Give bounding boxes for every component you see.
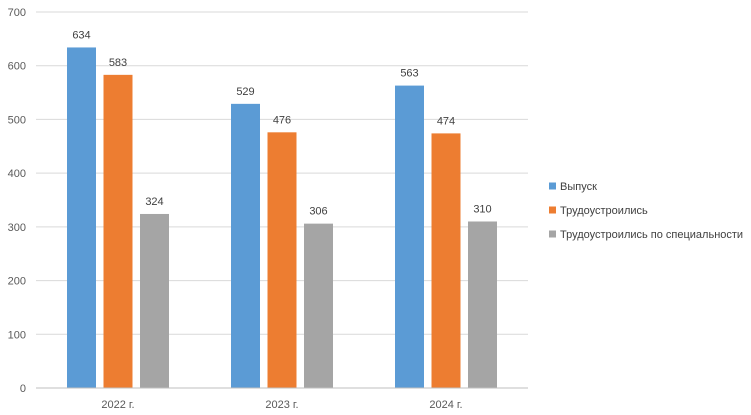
x-axis-ticks: 2022 г. 2023 г. 2024 г. [101,399,462,411]
y-tick-label: 600 [8,61,26,73]
legend-label: Трудоустроились [560,205,648,217]
x-tick-label: 2023 г. [265,399,298,411]
x-tick-label: 2022 г. [101,399,134,411]
bar [468,221,497,388]
legend-label: Трудоустроились по специальности [560,229,743,241]
y-tick-label: 300 [8,222,26,234]
data-label: 563 [400,68,418,80]
legend-swatch [549,230,556,238]
bar [267,132,297,388]
data-label: 634 [72,29,90,41]
y-tick-label: 400 [8,168,26,180]
data-label: 310 [473,203,491,215]
y-tick-label: 700 [8,7,26,19]
bar [103,74,133,389]
y-tick-label: 200 [8,276,26,288]
legend-swatch [549,206,556,214]
bar [140,213,169,388]
data-label: 583 [109,57,127,69]
bar [395,85,424,389]
x-tick-label: 2024 г. [429,399,462,411]
bars [67,47,497,389]
data-label: 476 [273,114,291,126]
data-label: 529 [236,86,254,98]
y-tick-label: 500 [8,114,26,126]
bar [431,133,461,388]
y-tick-label: 0 [20,383,26,395]
y-tick-label: 100 [8,329,26,341]
legend-label: Выпуск [560,181,597,193]
legend: Выпуск Трудоустроились Трудоустроились по … [549,181,743,241]
bar [304,223,333,388]
data-labels: 634 583 324 529 476 306 563 474 310 [72,29,491,217]
y-axis-ticks: 0 100 200 300 400 500 600 700 [8,7,26,395]
data-label: 324 [145,196,163,208]
legend-swatch [549,182,556,190]
bar [67,47,96,389]
data-label: 474 [437,115,455,127]
bar [231,103,260,388]
data-label: 306 [309,206,327,218]
